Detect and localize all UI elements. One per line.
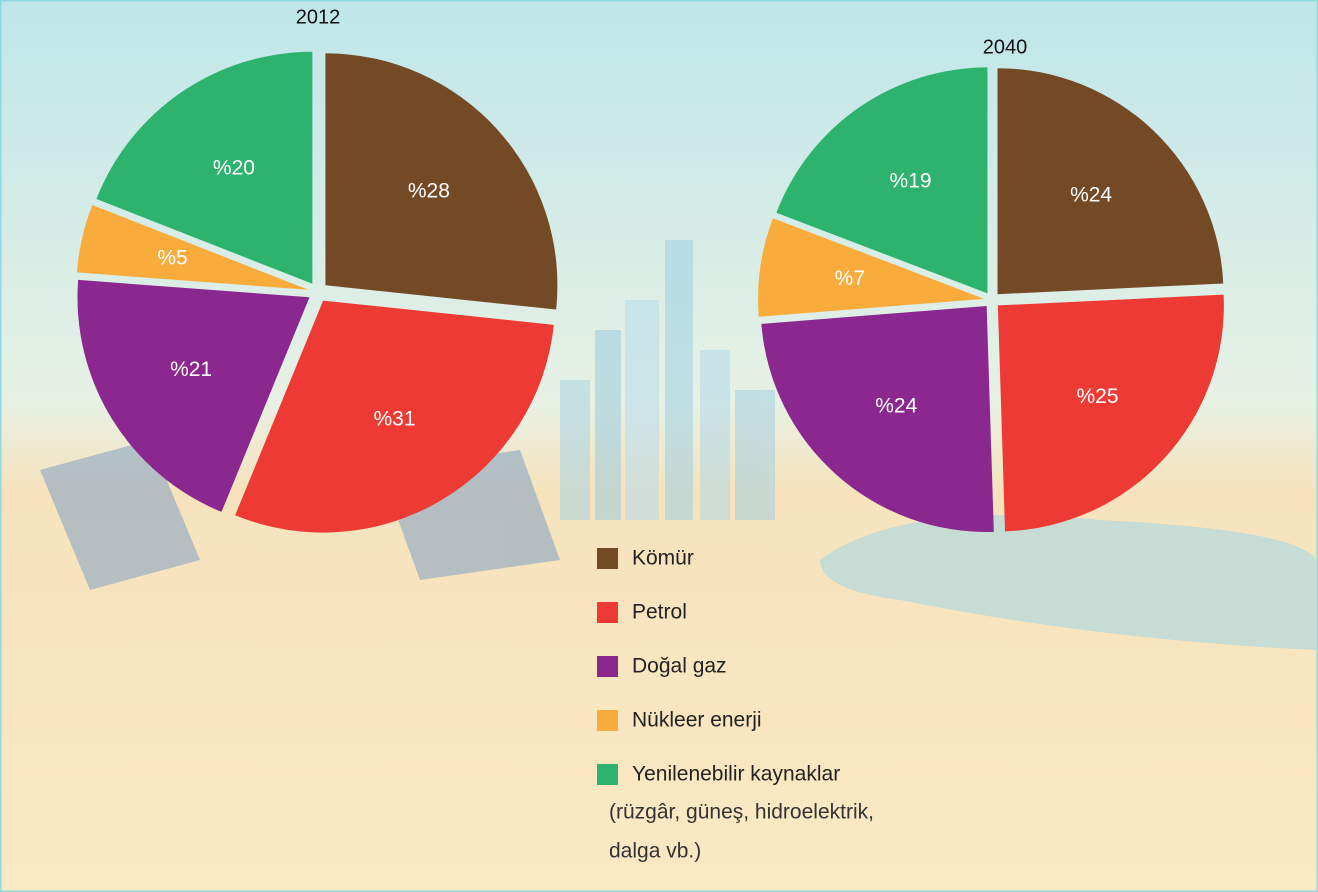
slice-label: %25 (1076, 385, 1118, 408)
legend-label: Kömür (632, 547, 694, 570)
legend-swatch (597, 602, 618, 623)
slice-label: %24 (1070, 184, 1112, 207)
slice-label: %28 (408, 180, 450, 203)
legend-swatch (597, 710, 618, 731)
legend-swatch (597, 656, 618, 677)
pie-slice (325, 53, 558, 310)
legend-label: Petrol (632, 601, 687, 624)
pie-slice (997, 68, 1224, 295)
slice-label: %31 (374, 408, 416, 431)
legend-label: Doğal gaz (632, 655, 727, 678)
pie-slice (96, 51, 313, 284)
pie-slice (77, 279, 310, 512)
legend-swatch (597, 764, 618, 785)
pie-slice (76, 205, 309, 290)
slice-label: %7 (835, 267, 865, 290)
pie-slice (997, 294, 1224, 532)
chart-title: 2012 (296, 6, 341, 28)
legend-note: dalga vb.) (609, 840, 701, 863)
legend-swatch (597, 548, 618, 569)
slice-label: %19 (890, 169, 932, 192)
pie-slice (235, 300, 554, 533)
legend-label: Nükleer enerji (632, 709, 762, 732)
pie-slice (758, 218, 985, 317)
pie-slice (776, 67, 988, 294)
slice-label: %20 (213, 156, 255, 179)
legend-label: Yenilenebilir kaynaklar (632, 763, 840, 786)
legend: Kömür Petrol Doğal gaz Nükleer enerji Yenile… (597, 547, 874, 863)
slice-label: %5 (157, 246, 187, 269)
slice-label: %21 (170, 358, 212, 381)
pie-slice (761, 305, 994, 532)
chart-title: 2040 (983, 36, 1028, 58)
legend-note: (rüzgâr, güneş, hidroelektrik, (609, 801, 874, 824)
slice-label: %24 (875, 395, 917, 418)
